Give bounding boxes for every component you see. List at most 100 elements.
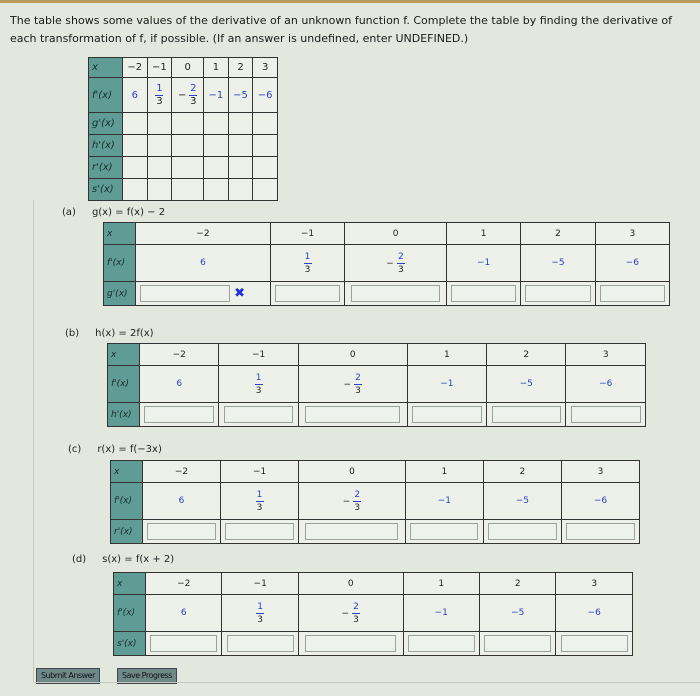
derivative-row: s'(x) bbox=[88, 178, 278, 201]
x-row: x −2 −1 0 1 2 3 bbox=[88, 57, 278, 78]
derivative-value: −6 bbox=[625, 258, 639, 268]
answer-cell bbox=[297, 631, 404, 656]
fraction-bar bbox=[353, 500, 362, 502]
part-label: (c) r(x) = f(−3x) bbox=[68, 444, 162, 455]
fprime-row: f'(x) 6 1 3−2 3 −1 −5 −6 bbox=[88, 77, 278, 113]
answer-cell bbox=[218, 402, 299, 427]
answer-input[interactable] bbox=[226, 635, 294, 652]
x-value: 1 bbox=[445, 222, 522, 245]
problem-statement: The table shows some values of the deriv… bbox=[10, 14, 673, 45]
x-value: −1 bbox=[218, 343, 299, 366]
derivative-value: −1 bbox=[208, 89, 224, 101]
empty-cell bbox=[171, 156, 205, 179]
numerator: 1 bbox=[156, 82, 163, 94]
empty-cell bbox=[171, 178, 205, 201]
answer-input[interactable] bbox=[305, 523, 399, 540]
numerator: 1 bbox=[256, 489, 263, 500]
answer-input[interactable] bbox=[144, 406, 214, 423]
part-equation: g(x) = f(x) − 2 bbox=[91, 207, 166, 218]
derivative-value: −1 bbox=[440, 379, 454, 389]
x-value: 0 bbox=[344, 222, 447, 245]
x-value: 2 bbox=[520, 222, 596, 245]
derivative-row: h'(x) bbox=[88, 134, 278, 157]
x-value: 1 bbox=[406, 343, 488, 366]
divider bbox=[33, 200, 34, 682]
answer-input[interactable] bbox=[451, 285, 517, 302]
answer-input[interactable] bbox=[484, 635, 552, 652]
derivative-value: −1 bbox=[434, 608, 448, 618]
submit-answer-button[interactable]: Submit Answer bbox=[36, 668, 100, 684]
answer-cell bbox=[479, 631, 557, 656]
derivative-row: r'(x) bbox=[88, 156, 278, 179]
fprime-value-cell: 6 bbox=[141, 482, 222, 520]
answer-cell bbox=[144, 631, 223, 656]
answer-input[interactable] bbox=[566, 523, 635, 540]
answer-cell bbox=[486, 402, 567, 427]
empty-cell bbox=[227, 178, 254, 201]
fraction-bar bbox=[155, 94, 164, 96]
x-mark-icon: ✖ bbox=[234, 286, 245, 301]
fraction-bar bbox=[354, 383, 363, 385]
answer-input[interactable] bbox=[140, 285, 231, 302]
answer-input[interactable] bbox=[275, 285, 341, 302]
row-header: g'(x) bbox=[88, 112, 123, 135]
denominator: 3 bbox=[257, 614, 264, 625]
denominator: 3 bbox=[355, 385, 361, 396]
denominator: 3 bbox=[256, 502, 263, 513]
answer-cell bbox=[565, 402, 646, 427]
answer-input[interactable] bbox=[560, 635, 628, 652]
answer-input[interactable] bbox=[599, 285, 665, 302]
answer-input[interactable] bbox=[223, 406, 294, 423]
part-letter: (a) bbox=[62, 207, 76, 218]
fprime-value-cell: −5 bbox=[486, 365, 567, 403]
answer-input[interactable] bbox=[570, 406, 641, 423]
answer-input[interactable] bbox=[305, 635, 397, 652]
answer-cell bbox=[406, 402, 488, 427]
answer-input[interactable] bbox=[412, 406, 482, 423]
answer-input[interactable] bbox=[410, 523, 479, 540]
answer-cell: ✖ bbox=[135, 281, 271, 306]
fraction-bar bbox=[256, 612, 265, 614]
empty-cell bbox=[122, 156, 148, 179]
answer-cell bbox=[220, 519, 300, 544]
numerator: 1 bbox=[304, 251, 311, 262]
fprime-value-cell: −6 bbox=[594, 244, 671, 282]
answer-input[interactable] bbox=[225, 523, 294, 540]
answer-input[interactable] bbox=[407, 635, 475, 652]
answer-input[interactable] bbox=[525, 285, 591, 302]
fprime-value-cell: −2 3 bbox=[297, 594, 404, 632]
save-progress-button[interactable]: Save Progress bbox=[117, 668, 177, 684]
answer-input[interactable] bbox=[491, 406, 561, 423]
answer-cell bbox=[221, 631, 299, 656]
empty-cell bbox=[146, 134, 173, 157]
answer-input[interactable] bbox=[488, 523, 557, 540]
row-header: s'(x) bbox=[88, 178, 123, 201]
x-value: 3 bbox=[594, 222, 671, 245]
fprime-value-cell: 6 bbox=[122, 77, 148, 113]
answer-input[interactable] bbox=[305, 406, 401, 423]
empty-cell bbox=[252, 178, 278, 201]
fprime-value-cell: −1 bbox=[404, 482, 484, 520]
fprime-value-cell: −5 bbox=[482, 482, 562, 520]
answer-input[interactable] bbox=[147, 523, 216, 540]
answer-input[interactable] bbox=[351, 285, 440, 302]
answer-input[interactable] bbox=[150, 635, 218, 652]
x-value: −2 bbox=[141, 460, 222, 483]
empty-cell bbox=[171, 112, 205, 135]
answer-row: g'(x) ✖ bbox=[103, 281, 671, 306]
denominator: 3 bbox=[354, 502, 361, 513]
denominator: 3 bbox=[255, 385, 262, 396]
derivative-value: −6 bbox=[587, 608, 601, 618]
empty-cell bbox=[227, 112, 254, 135]
fraction-bar bbox=[189, 94, 198, 96]
x-value: 3 bbox=[252, 57, 278, 78]
fprime-value-cell: −2 3 bbox=[297, 365, 408, 403]
empty-cell bbox=[122, 112, 148, 135]
derivative-value: 6 bbox=[176, 379, 183, 389]
